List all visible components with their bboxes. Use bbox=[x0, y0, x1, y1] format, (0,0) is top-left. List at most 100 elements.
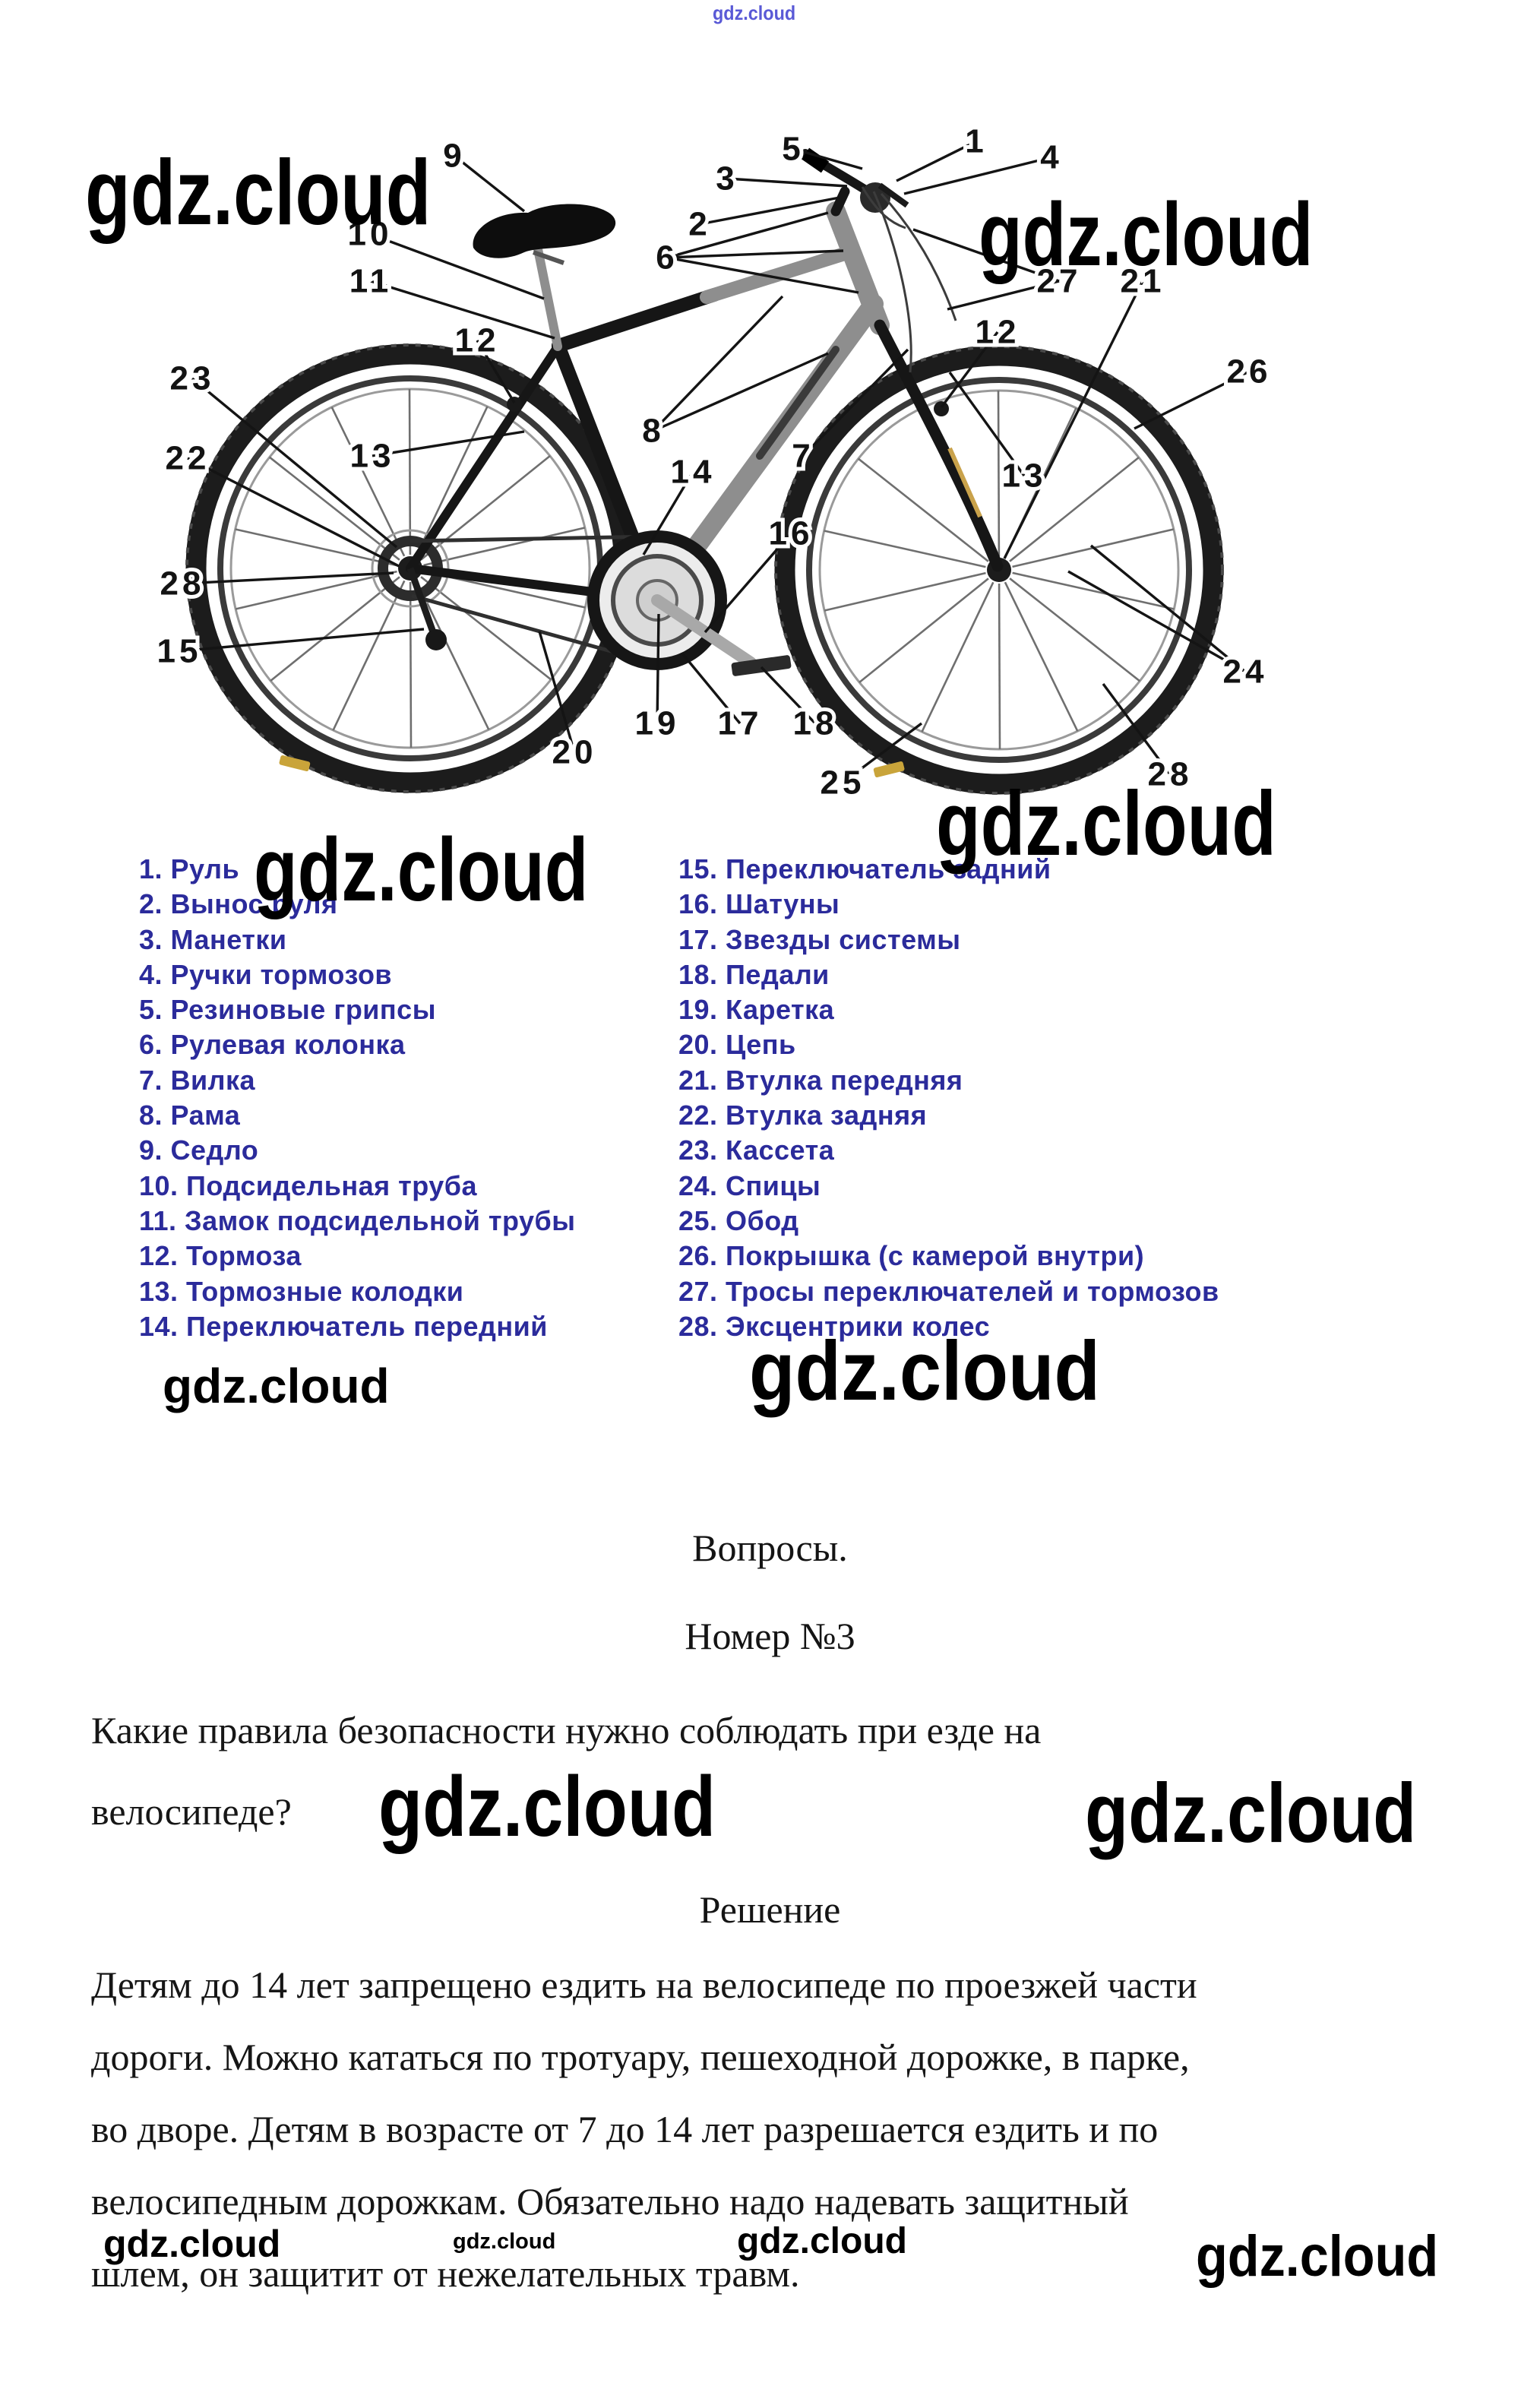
spoke bbox=[268, 456, 400, 561]
derailleur-arm bbox=[406, 567, 437, 634]
diagram-number-label: 5 bbox=[782, 131, 804, 168]
diagram-leader-line bbox=[476, 340, 516, 403]
parts-list-column-left: 1. Руль 2. Вынос руля 3. Манетки 4. Ручки т… bbox=[139, 852, 575, 1344]
stem bbox=[830, 186, 850, 217]
front-reflector bbox=[873, 761, 905, 777]
diagram-leader-line bbox=[187, 457, 400, 568]
bike-diagram: 9 10 11 12 23 22 13 28 15 20 19 17 18 16 14 8 7 6 2 3 5 1 4 27 2… bbox=[114, 119, 1352, 805]
diagram-leader-line bbox=[453, 154, 526, 213]
diagram-leader-line bbox=[179, 628, 425, 653]
diagram-leader-line bbox=[841, 722, 923, 784]
saddle bbox=[473, 204, 616, 351]
spoke bbox=[824, 571, 986, 612]
diagram-number-label: 24 bbox=[1223, 653, 1268, 691]
diagram-leader-line bbox=[896, 140, 977, 182]
parts-list-item: 20. Цепь bbox=[678, 1029, 796, 1061]
diagram-leader-line bbox=[369, 233, 545, 300]
diagram-number-label: 20 bbox=[552, 734, 597, 771]
solution-line: дороги. Можно кататься по тротуару, пеше… bbox=[91, 2036, 1190, 2078]
diagram-number-label: 15 bbox=[157, 633, 202, 670]
diagram-number-label: 21 bbox=[1121, 263, 1165, 300]
watermark-gdz-cloud: gdz.cloud bbox=[1196, 2224, 1439, 2289]
diagram-leader-line bbox=[1102, 682, 1172, 776]
seat-post bbox=[533, 245, 562, 351]
spoke bbox=[332, 580, 406, 731]
diagram-leader-line bbox=[652, 295, 784, 432]
diagram-leader-line bbox=[792, 147, 863, 170]
watermark-gdz-cloud: gdz.cloud bbox=[713, 2, 796, 24]
spoke bbox=[235, 528, 397, 567]
diagram-leader-line bbox=[1067, 570, 1246, 673]
saddle-rail bbox=[533, 250, 564, 265]
parts-list-item: 4. Ручки тормозов bbox=[139, 958, 393, 990]
watermark-gdz-cloud: gdz.cloud bbox=[378, 1759, 716, 1854]
solution-heading: Решение bbox=[699, 1888, 841, 1931]
parts-list-item: 16. Шатуны bbox=[678, 888, 840, 920]
watermark-gdz-cloud: gdz.cloud bbox=[936, 773, 1276, 875]
diagram-number-label: 1 bbox=[965, 123, 987, 160]
diagram-number-label: 3 bbox=[716, 160, 738, 198]
crank-arm bbox=[651, 594, 757, 669]
diagram-leader-line bbox=[1089, 544, 1247, 673]
diagram-leader-line bbox=[191, 377, 398, 549]
grip bbox=[801, 147, 830, 173]
parts-list-item: 17. Звезды системы bbox=[678, 923, 961, 955]
spoke bbox=[997, 390, 1001, 557]
parts-list-item: 26. Покрышка (с камерой внутри) bbox=[678, 1240, 1145, 1272]
diagram-leader-line bbox=[538, 631, 576, 753]
watermark-gdz-cloud: gdz.cloud bbox=[737, 2221, 907, 2261]
diagram-number-label: 23 bbox=[170, 360, 215, 397]
diagram-leader-line bbox=[1134, 370, 1250, 430]
diagram-leader-line bbox=[912, 228, 1060, 283]
diagram-number-label: 18 bbox=[793, 705, 838, 742]
parts-list-item: 24. Спицы bbox=[678, 1169, 821, 1201]
diagram-number-label: 13 bbox=[1002, 457, 1047, 495]
parts-list-item: 8. Рама bbox=[139, 1100, 241, 1131]
spoke bbox=[409, 581, 413, 748]
down-tube-logo bbox=[756, 346, 840, 460]
chain-top bbox=[410, 534, 658, 543]
spoke bbox=[423, 527, 586, 567]
parts-list-item: 18. Педали bbox=[678, 958, 830, 990]
spoke bbox=[415, 580, 490, 730]
parts-list-item: 19. Каретка bbox=[678, 994, 835, 1026]
parts-list-item: 22. Втулка задняя bbox=[678, 1100, 928, 1131]
parts-list-item: 5. Резиновые грипсы bbox=[139, 994, 436, 1026]
spoke bbox=[235, 570, 397, 610]
rear-reflector bbox=[279, 755, 311, 771]
top-tube-front bbox=[700, 245, 856, 304]
diagram-leader-line bbox=[370, 280, 555, 340]
diagram-leader-line bbox=[903, 156, 1052, 195]
watermark-gdz-cloud: gdz.cloud bbox=[979, 185, 1314, 285]
spoke bbox=[921, 581, 995, 733]
fork bbox=[874, 319, 1004, 572]
front-brake bbox=[934, 401, 949, 416]
diagram-leader-line bbox=[656, 613, 660, 724]
diagram-number-label: 25 bbox=[821, 764, 865, 802]
diagram-number-label: 14 bbox=[671, 454, 716, 491]
diagram-number-label: 26 bbox=[1227, 353, 1272, 391]
spoke bbox=[859, 577, 989, 684]
diagram-leader-line bbox=[666, 211, 829, 259]
diagram-leader-line bbox=[681, 652, 742, 725]
watermark-gdz-cloud: gdz.cloud bbox=[254, 820, 589, 920]
spoke bbox=[857, 457, 989, 562]
spoke bbox=[1009, 577, 1141, 682]
parts-list-item: 14. Переключатель передний bbox=[139, 1310, 548, 1342]
diagram-leader-line bbox=[653, 352, 829, 432]
task-number-heading: Номер №3 bbox=[685, 1615, 855, 1657]
diagram-leader-line bbox=[666, 256, 859, 294]
top-tube bbox=[552, 288, 721, 353]
diagram-number-label: 12 bbox=[455, 322, 500, 359]
rear-spokes bbox=[235, 388, 586, 748]
watermark-gdz-cloud: gdz.cloud bbox=[453, 2229, 556, 2254]
solution-line: Детям до 14 лет запрещено ездить на вело… bbox=[91, 1963, 1197, 2006]
diagram-number-label: 19 bbox=[635, 705, 680, 742]
parts-list-item: 3. Манетки bbox=[139, 923, 287, 955]
rear-brake bbox=[507, 397, 522, 412]
pedal bbox=[731, 655, 792, 676]
watermark-gdz-cloud: gdz.cloud bbox=[163, 1359, 390, 1413]
diagram-number-label: 10 bbox=[348, 216, 393, 253]
diagram-leader-line bbox=[802, 348, 909, 457]
